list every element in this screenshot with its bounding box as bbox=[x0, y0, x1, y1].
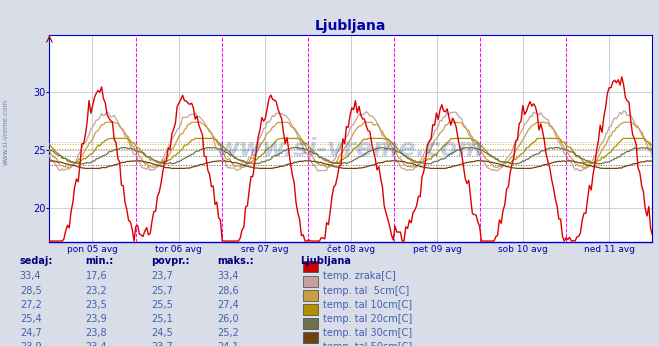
Text: temp. tal  5cm[C]: temp. tal 5cm[C] bbox=[323, 286, 409, 296]
Bar bbox=[303, 318, 318, 329]
Bar bbox=[303, 332, 318, 343]
Text: sedaj:: sedaj: bbox=[20, 256, 53, 266]
Text: temp. tal 30cm[C]: temp. tal 30cm[C] bbox=[323, 328, 412, 338]
Text: 23,5: 23,5 bbox=[86, 300, 107, 310]
Text: povpr.:: povpr.: bbox=[152, 256, 190, 266]
Text: min.:: min.: bbox=[86, 256, 114, 266]
Text: 25,4: 25,4 bbox=[20, 314, 42, 324]
Text: 23,7: 23,7 bbox=[152, 342, 173, 346]
Bar bbox=[303, 290, 318, 301]
Text: temp. tal 10cm[C]: temp. tal 10cm[C] bbox=[323, 300, 412, 310]
Text: 23,4: 23,4 bbox=[86, 342, 107, 346]
Title: Ljubljana: Ljubljana bbox=[315, 19, 387, 34]
Text: 27,4: 27,4 bbox=[217, 300, 239, 310]
Text: 17,6: 17,6 bbox=[86, 271, 107, 281]
Text: 23,7: 23,7 bbox=[152, 271, 173, 281]
Text: 23,2: 23,2 bbox=[86, 286, 107, 296]
Text: 24,1: 24,1 bbox=[217, 342, 239, 346]
Text: 27,2: 27,2 bbox=[20, 300, 42, 310]
Text: www.si-vreme.com: www.si-vreme.com bbox=[217, 137, 484, 161]
Text: 25,7: 25,7 bbox=[152, 286, 173, 296]
Bar bbox=[303, 304, 318, 315]
Text: 26,0: 26,0 bbox=[217, 314, 239, 324]
Text: temp. zraka[C]: temp. zraka[C] bbox=[323, 271, 395, 281]
Text: 33,4: 33,4 bbox=[217, 271, 239, 281]
Text: 24,5: 24,5 bbox=[152, 328, 173, 338]
Text: 25,2: 25,2 bbox=[217, 328, 239, 338]
Text: 25,1: 25,1 bbox=[152, 314, 173, 324]
Text: 28,5: 28,5 bbox=[20, 286, 42, 296]
Text: temp. tal 50cm[C]: temp. tal 50cm[C] bbox=[323, 342, 412, 346]
Bar bbox=[303, 261, 318, 272]
Text: Ljubljana: Ljubljana bbox=[300, 256, 351, 266]
Text: maks.:: maks.: bbox=[217, 256, 254, 266]
Text: www.si-vreme.com: www.si-vreme.com bbox=[2, 98, 9, 165]
Text: 23,9: 23,9 bbox=[20, 342, 42, 346]
Text: 28,6: 28,6 bbox=[217, 286, 239, 296]
Text: 25,5: 25,5 bbox=[152, 300, 173, 310]
Text: temp. tal 20cm[C]: temp. tal 20cm[C] bbox=[323, 314, 412, 324]
Text: 23,9: 23,9 bbox=[86, 314, 107, 324]
Bar bbox=[303, 276, 318, 287]
Text: 23,8: 23,8 bbox=[86, 328, 107, 338]
Text: 33,4: 33,4 bbox=[20, 271, 42, 281]
Text: 24,7: 24,7 bbox=[20, 328, 42, 338]
